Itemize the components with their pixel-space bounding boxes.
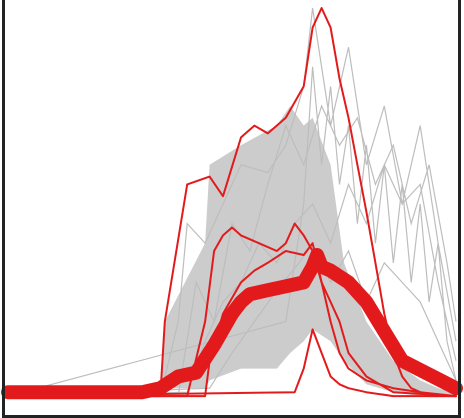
highlight-series-line-3 (7, 222, 457, 398)
highlight-series-line-2 (7, 7, 457, 398)
highlight-series-line-4 (7, 242, 457, 398)
background-series-line-3 (7, 125, 457, 397)
highlight-series-line-5 (7, 328, 457, 398)
background-series-line-2 (8, 104, 457, 397)
background-series-line-5 (7, 66, 457, 397)
background-series-line-4 (7, 241, 457, 397)
background-band (8, 106, 456, 397)
background-band-layer (8, 106, 456, 397)
highlight-series-layer (1, 7, 463, 400)
highlight-series-line-1 (1, 248, 463, 400)
